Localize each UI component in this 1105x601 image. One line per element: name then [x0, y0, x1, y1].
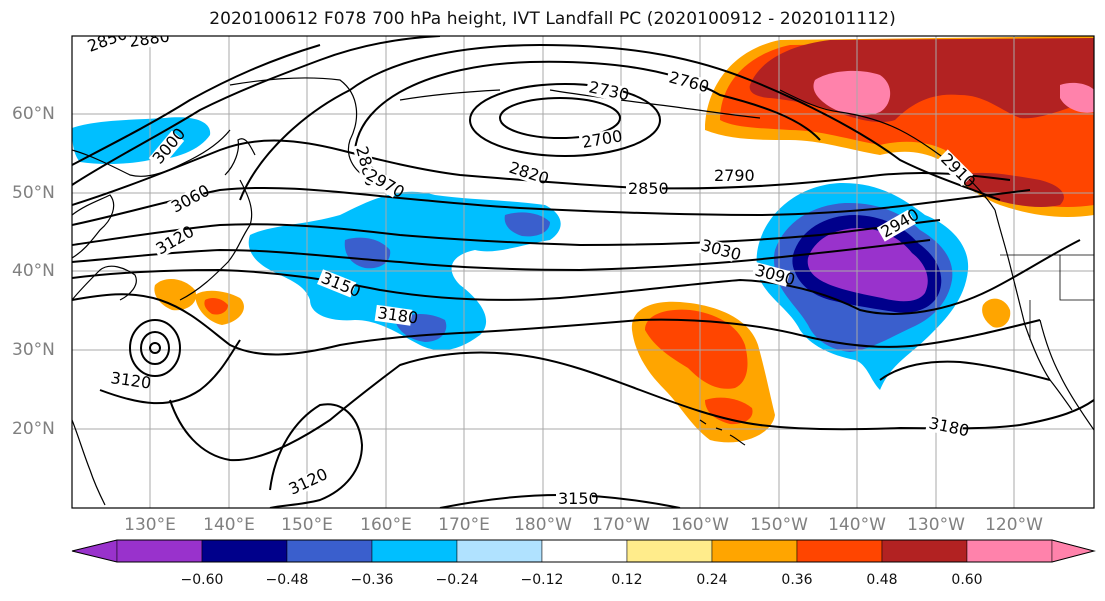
contour-label: 2850: [628, 179, 669, 198]
lon-label-170w: 170°W: [592, 515, 650, 535]
positive-anomaly-central: [631, 301, 775, 443]
negative-anomaly-northeast: [756, 182, 969, 390]
lat-label-60n: 60°N: [12, 104, 55, 124]
lon-label-170e: 170°E: [438, 515, 490, 535]
colorbar-tick-label: 0.36: [781, 572, 813, 588]
lat-label-40n: 40°N: [12, 261, 55, 281]
colorbar-tick-label: −0.36: [350, 572, 394, 588]
map-title: 2020100612 F078 700 hPa height, IVT Land…: [209, 9, 896, 29]
colorbar-extend-low: [71, 539, 118, 563]
contour-label: 2790: [714, 166, 755, 185]
colorbar-tick-label: 0.48: [866, 572, 898, 588]
colorbar-tick-label: 0.12: [611, 572, 643, 588]
colorbar-extend-high: [1051, 539, 1095, 563]
lat-label-20n: 20°N: [12, 419, 55, 439]
positive-anomaly-northeast: [705, 36, 1094, 217]
colorbar-tick-label: 0.24: [696, 572, 728, 588]
colorbar: [71, 539, 1096, 563]
lon-label-130e: 130°E: [124, 515, 176, 535]
colorbar-tick-label: −0.48: [265, 572, 309, 588]
contour-label: 3150: [558, 489, 599, 508]
height-contours: [72, 36, 1094, 508]
lon-label-150e: 150°E: [281, 515, 333, 535]
colorbar-tick-label: −0.60: [180, 572, 224, 588]
lon-label-160e: 160°E: [360, 515, 412, 535]
lon-label-120w: 120°W: [985, 515, 1043, 535]
lon-label-180w: 180°W: [514, 515, 572, 535]
map-frame: [71, 35, 1095, 509]
colorbar-tick-label: −0.12: [520, 572, 564, 588]
lat-label-30n: 30°N: [12, 340, 55, 360]
colorbar-tick-label: −0.24: [435, 572, 479, 588]
lat-label-50n: 50°N: [12, 183, 55, 203]
positive-anomaly-west: [154, 278, 1011, 328]
colorbar-tick-label: 0.60: [951, 572, 983, 588]
lon-label-160w: 160°W: [671, 515, 729, 535]
lon-label-140w: 140°W: [828, 515, 886, 535]
lon-label-130w: 130°W: [907, 515, 965, 535]
lon-label-150w: 150°W: [750, 515, 808, 535]
lon-label-140e: 140°E: [203, 515, 255, 535]
